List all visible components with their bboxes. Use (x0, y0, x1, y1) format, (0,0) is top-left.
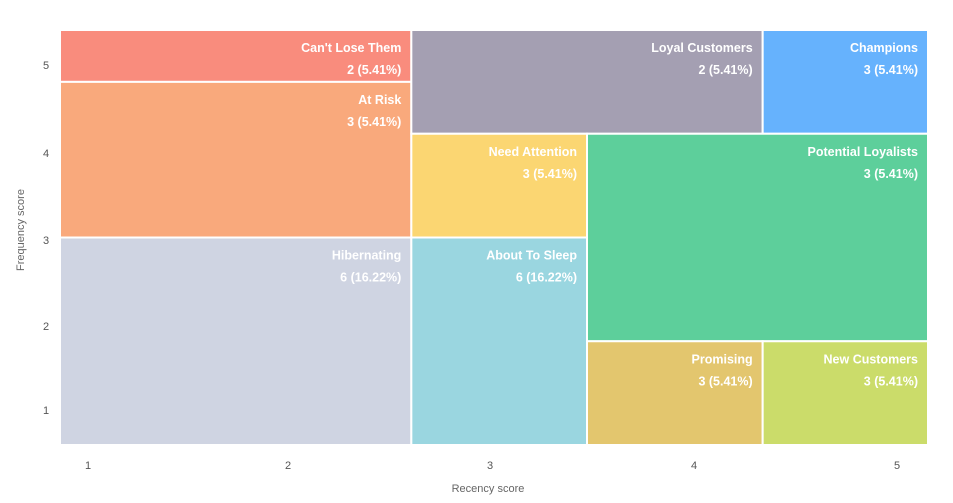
x-tick-2: 2 (285, 460, 291, 472)
segment-rect-promising[interactable] (586, 340, 764, 446)
x-axis-label: Recency score (452, 483, 525, 495)
segment-rect-champions[interactable] (761, 29, 930, 135)
segment-loyal-customers[interactable]: Loyal Customers 2 (5.41%) (410, 29, 764, 135)
segment-hibernating[interactable]: Hibernating 6 (16.22%) (59, 236, 413, 446)
segment-value-hibernating: 6 (16.22%) (340, 271, 401, 285)
segment-name-can-t-lose-them: Can't Lose Them (301, 41, 401, 55)
segment-promising[interactable]: Promising 3 (5.41%) (586, 340, 764, 446)
segment-name-promising: Promising (692, 352, 753, 366)
y-tick-1: 1 (43, 405, 49, 417)
y-tick-3: 3 (43, 235, 49, 247)
segment-value-can-t-lose-them: 2 (5.41%) (347, 63, 401, 77)
x-tick-5: 5 (894, 460, 900, 472)
segment-name-about-to-sleep: About To Sleep (486, 249, 577, 263)
segment-rect-loyal-customers[interactable] (410, 29, 764, 135)
x-tick-1: 1 (85, 460, 91, 472)
segment-name-champions: Champions (850, 41, 918, 55)
segment-value-about-to-sleep: 6 (16.22%) (516, 271, 577, 285)
segment-name-at-risk: At Risk (358, 93, 401, 107)
tick-layer: 1 2 3 4 5 1 2 3 4 5 (43, 60, 900, 472)
segment-name-new-customers: New Customers (824, 352, 919, 366)
y-tick-5: 5 (43, 60, 49, 72)
segment-rect-at-risk[interactable] (59, 80, 413, 239)
y-axis-label: Frequency score (15, 189, 27, 271)
segment-potential-loyalists[interactable]: Potential Loyalists 3 (5.41%) (586, 132, 929, 343)
segment-can-t-lose-them[interactable]: Can't Lose Them 2 (5.41%) (59, 29, 413, 83)
segment-rect-about-to-sleep[interactable] (410, 236, 589, 446)
segment-name-hibernating: Hibernating (332, 249, 401, 263)
segment-about-to-sleep[interactable]: About To Sleep 6 (16.22%) (410, 236, 589, 446)
segment-name-need-attention: Need Attention (489, 145, 577, 159)
segment-value-new-customers: 3 (5.41%) (864, 374, 918, 388)
segment-value-loyal-customers: 2 (5.41%) (698, 63, 752, 77)
x-tick-3: 3 (487, 460, 493, 472)
segment-rect-can-t-lose-them[interactable] (59, 29, 413, 83)
segment-name-loyal-customers: Loyal Customers (651, 41, 752, 55)
segment-rect-hibernating[interactable] (59, 236, 413, 446)
segment-at-risk[interactable]: At Risk 3 (5.41%) (59, 80, 413, 239)
segment-layer: Can't Lose Them 2 (5.41%) At Risk 3 (5.41%)… (59, 29, 930, 446)
segment-rect-potential-loyalists[interactable] (586, 132, 929, 343)
y-tick-4: 4 (43, 148, 49, 160)
segment-value-champions: 3 (5.41%) (864, 63, 918, 77)
segment-champions[interactable]: Champions 3 (5.41%) (761, 29, 930, 135)
segment-new-customers[interactable]: New Customers 3 (5.41%) (761, 340, 930, 446)
segment-rect-new-customers[interactable] (761, 340, 930, 446)
segment-value-at-risk: 3 (5.41%) (347, 115, 401, 129)
x-tick-4: 4 (691, 460, 697, 472)
segment-value-need-attention: 3 (5.41%) (523, 167, 577, 181)
segment-need-attention[interactable]: Need Attention 3 (5.41%) (410, 132, 589, 239)
y-tick-2: 2 (43, 321, 49, 333)
segment-value-promising: 3 (5.41%) (698, 374, 752, 388)
segment-name-potential-loyalists: Potential Loyalists (808, 145, 918, 159)
segment-value-potential-loyalists: 3 (5.41%) (864, 167, 918, 181)
